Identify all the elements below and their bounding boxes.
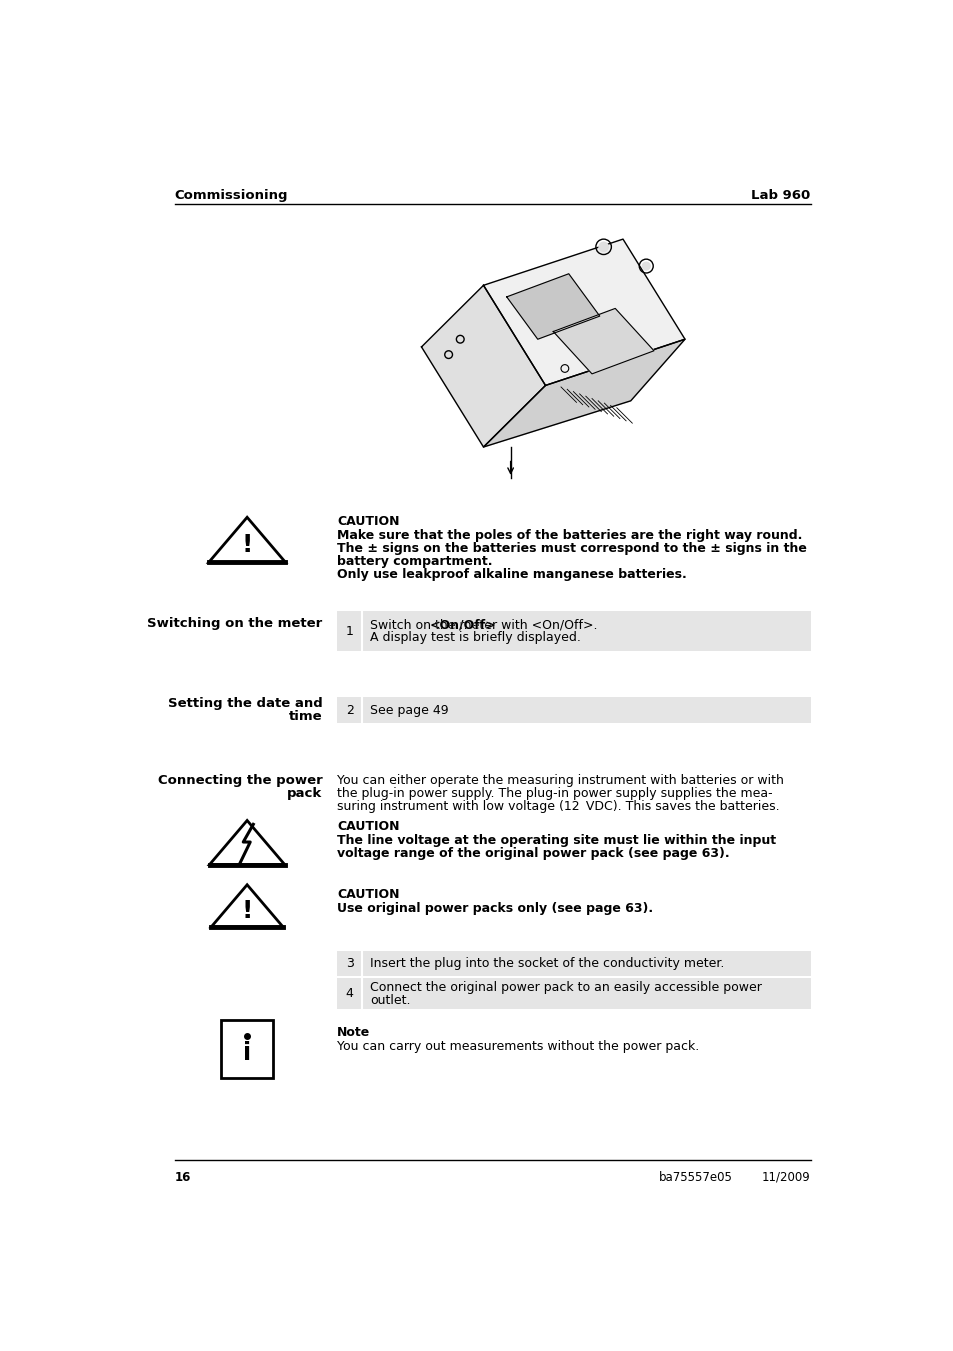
Text: CAUTION: CAUTION [337, 515, 399, 528]
Text: You can either operate the measuring instrument with batteries or with: You can either operate the measuring ins… [337, 774, 783, 788]
Text: Setting the date and: Setting the date and [168, 697, 322, 711]
Text: Commissioning: Commissioning [174, 189, 288, 203]
Text: Lab 960: Lab 960 [751, 189, 810, 203]
FancyBboxPatch shape [337, 611, 810, 651]
Text: CAUTION: CAUTION [337, 820, 399, 834]
Text: 16: 16 [174, 1171, 191, 1183]
Text: Insert the plug into the socket of the conductivity meter.: Insert the plug into the socket of the c… [370, 958, 723, 970]
Text: Connecting the power: Connecting the power [157, 774, 322, 788]
Text: Note: Note [337, 1025, 370, 1039]
Text: voltage range of the original power pack (see page 63).: voltage range of the original power pack… [337, 847, 729, 861]
Polygon shape [421, 285, 545, 447]
Text: i: i [243, 1042, 251, 1065]
Text: battery compartment.: battery compartment. [337, 555, 493, 567]
Text: See page 49: See page 49 [370, 704, 448, 717]
Text: 11/2009: 11/2009 [761, 1171, 810, 1183]
Text: Use original power packs only (see page 63).: Use original power packs only (see page … [337, 902, 653, 915]
Text: !: ! [241, 534, 253, 557]
Text: <On/Off>: <On/Off> [429, 619, 496, 631]
Polygon shape [553, 308, 654, 374]
Text: suring instrument with low voltage (12 VDC). This saves the batteries.: suring instrument with low voltage (12 V… [337, 800, 780, 813]
FancyBboxPatch shape [220, 1020, 274, 1078]
Text: You can carry out measurements without the power pack.: You can carry out measurements without t… [337, 1040, 699, 1052]
Circle shape [641, 262, 649, 270]
Polygon shape [483, 339, 684, 447]
Text: The line voltage at the operating site must lie within the input: The line voltage at the operating site m… [337, 835, 776, 847]
Text: Make sure that the poles of the batteries are the right way round.: Make sure that the poles of the batterie… [337, 528, 801, 542]
Text: A display test is briefly displayed.: A display test is briefly displayed. [370, 631, 580, 644]
Text: 1: 1 [345, 624, 354, 638]
FancyBboxPatch shape [337, 697, 810, 723]
Text: Switch on the meter with <On/Off>.: Switch on the meter with <On/Off>. [370, 617, 597, 631]
Text: 3: 3 [345, 958, 354, 970]
Text: Only use leakproof alkaline manganese batteries.: Only use leakproof alkaline manganese ba… [337, 567, 686, 581]
Text: ba75557e05: ba75557e05 [659, 1171, 732, 1183]
FancyBboxPatch shape [337, 951, 810, 975]
Text: time: time [289, 711, 322, 723]
Polygon shape [506, 274, 599, 339]
Polygon shape [483, 239, 684, 385]
Text: outlet.: outlet. [370, 994, 410, 1006]
Text: <On/Off>: <On/Off> [429, 619, 496, 631]
FancyBboxPatch shape [337, 978, 810, 1009]
Text: Switching on the meter: Switching on the meter [147, 617, 322, 630]
Text: the plug-in power supply. The plug-in power supply supplies the mea-: the plug-in power supply. The plug-in po… [337, 788, 772, 800]
Text: The ± signs on the batteries must correspond to the ± signs in the: The ± signs on the batteries must corres… [337, 542, 806, 555]
Text: CAUTION: CAUTION [337, 888, 399, 901]
Text: !: ! [241, 898, 253, 923]
Text: 2: 2 [345, 704, 354, 717]
Text: Connect the original power pack to an easily accessible power: Connect the original power pack to an ea… [370, 981, 761, 994]
Circle shape [598, 242, 608, 251]
Text: 4: 4 [345, 988, 354, 1000]
Text: pack: pack [287, 788, 322, 800]
